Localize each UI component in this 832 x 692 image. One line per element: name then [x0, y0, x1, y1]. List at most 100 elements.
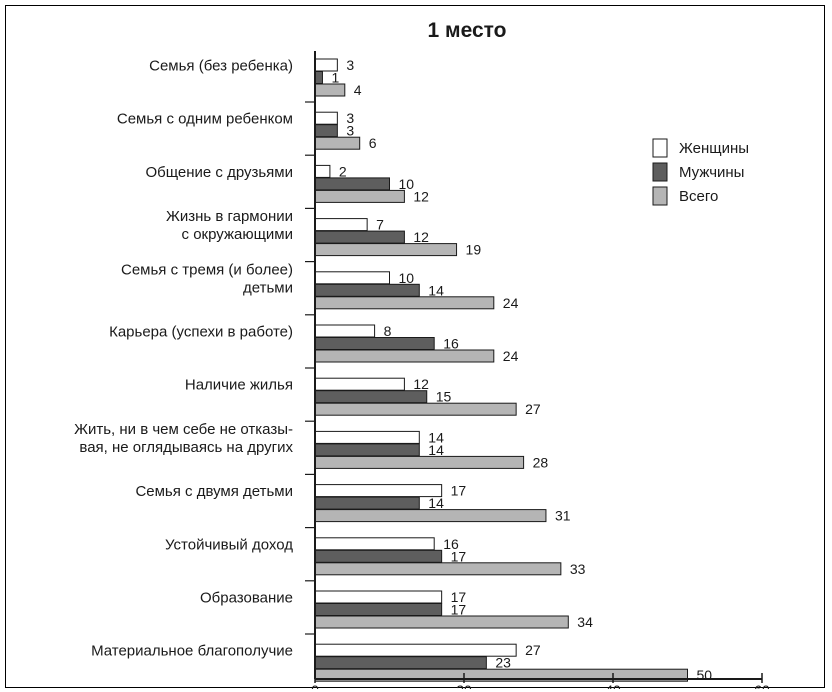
bar-value-label: 3: [346, 110, 354, 126]
bar-women: [314, 111, 338, 125]
legend-swatch: [652, 162, 668, 182]
bar-value-label: 12: [413, 376, 429, 392]
bar-women: [314, 164, 331, 178]
bar-total: [314, 562, 562, 576]
bar-value-label: 24: [503, 295, 519, 311]
bar-value-label: 12: [413, 229, 429, 245]
category-label: Семья с двумя детьми: [135, 483, 293, 500]
bar-men: [314, 656, 487, 670]
bar-value-label: 14: [428, 495, 444, 511]
bar-value-label: 14: [428, 442, 444, 458]
category-label: Общение с друзьями: [145, 164, 293, 181]
bar-women: [314, 324, 376, 338]
bar-men: [314, 390, 428, 404]
bar-value-label: 8: [384, 323, 392, 339]
bar-value-label: 15: [436, 389, 452, 405]
bar-women: [314, 643, 517, 657]
bar-value-label: 7: [376, 217, 384, 233]
bar-men: [314, 230, 405, 244]
bar-value-label: 17: [451, 483, 467, 499]
bar-value-label: 6: [369, 135, 377, 151]
category-label: Устойчивый доход: [165, 536, 293, 553]
bar-value-label: 2: [339, 163, 347, 179]
bar-value-label: 27: [525, 401, 541, 417]
bar-value-label: 50: [697, 667, 713, 683]
bar-value-label: 28: [533, 454, 549, 470]
bar-value-label: 17: [451, 589, 467, 605]
bar-value-label: 19: [466, 242, 482, 258]
bar-men: [314, 496, 420, 510]
bar-men: [314, 283, 420, 297]
category-label: вая, не оглядываясь на других: [79, 439, 293, 456]
bar-value-label: 1: [331, 70, 339, 86]
bar-value-label: 14: [428, 282, 444, 298]
bar-total: [314, 243, 458, 257]
bar-value-label: 24: [503, 348, 519, 364]
bar-men: [314, 337, 435, 350]
bar-total: [314, 455, 525, 469]
bar-total: [314, 349, 495, 363]
bar-total: [314, 402, 517, 416]
bar-value-label: 10: [399, 176, 415, 192]
bar-value-label: 23: [495, 655, 511, 671]
bar-women: [314, 271, 390, 285]
x-axis: 0 20 40 60: [305, 51, 770, 689]
bar-women: [314, 430, 420, 444]
bar-value-label: 14: [428, 429, 444, 445]
legend-label: Женщины: [679, 140, 749, 157]
bar-total: [314, 296, 495, 310]
legend-swatch: [652, 186, 668, 206]
bar-men: [314, 177, 390, 191]
category-label: Жить, ни в чем себе не отказы-: [74, 421, 293, 438]
bar-value-label: 3: [346, 57, 354, 73]
chart-frame: 1 место 3 1 4 3 3 6 2 10 12 7 12 19 10 14 24 8 16 24 12 15 2…: [5, 5, 825, 689]
bar-men: [314, 71, 323, 84]
bar-value-label: 33: [570, 561, 586, 577]
x-tick-label: 60: [754, 682, 770, 689]
bar-value-label: 17: [451, 548, 467, 564]
bar-value-label: 31: [555, 508, 571, 524]
bar-value-label: 16: [443, 336, 459, 352]
bar-value-label: 17: [451, 602, 467, 618]
legend-swatch: [652, 138, 668, 158]
bar-men: [314, 443, 420, 457]
bar-men: [314, 603, 443, 616]
bar-value-label: 34: [577, 614, 593, 630]
bar-value-label: 16: [443, 536, 459, 552]
category-label: Семья с тремя (и более): [121, 261, 293, 278]
bar-value-label: 12: [413, 188, 429, 204]
category-labels: Семья (без ребенка) Семья с одним ребенко…: [74, 58, 293, 660]
legend-label: Мужчины: [679, 164, 744, 181]
category-label: Семья с одним ребенком: [117, 111, 293, 128]
legend: Женщины Мужчины Всего: [652, 138, 749, 206]
bar-total: [314, 136, 361, 150]
bar-total: [314, 615, 569, 629]
chart-title: 1 место: [428, 19, 507, 42]
category-label: Карьера (успехи в работе): [109, 324, 293, 341]
bar-men: [314, 549, 443, 563]
category-label: Жизнь в гармонии: [166, 208, 293, 225]
bar-value-label: 4: [354, 82, 362, 98]
x-tick-label: 0: [311, 682, 319, 689]
bar-total: [314, 189, 405, 203]
category-label: Образование: [200, 590, 293, 607]
bar-men: [314, 124, 338, 138]
bar-women: [314, 484, 443, 498]
category-label: детьми: [243, 279, 293, 296]
bar-women: [314, 590, 443, 604]
bar-women: [314, 377, 405, 391]
legend-label: Всего: [679, 188, 718, 205]
bar-total: [314, 509, 547, 523]
bar-women: [314, 218, 368, 232]
category-label: Наличие жилья: [185, 377, 293, 394]
bar-women: [314, 537, 435, 551]
bar-value-label: 27: [525, 642, 541, 658]
bar-chart: 1 место 31433621012712191014248162412152…: [74, 19, 770, 689]
bar-value-label: 3: [346, 123, 354, 139]
category-label: Семья (без ребенка): [149, 58, 293, 75]
bar-total: [314, 83, 346, 97]
x-tick-label: 20: [456, 682, 472, 689]
category-label: с окружающими: [182, 226, 293, 243]
bar-value-label: 10: [399, 270, 415, 286]
x-tick-label: 40: [605, 682, 621, 689]
